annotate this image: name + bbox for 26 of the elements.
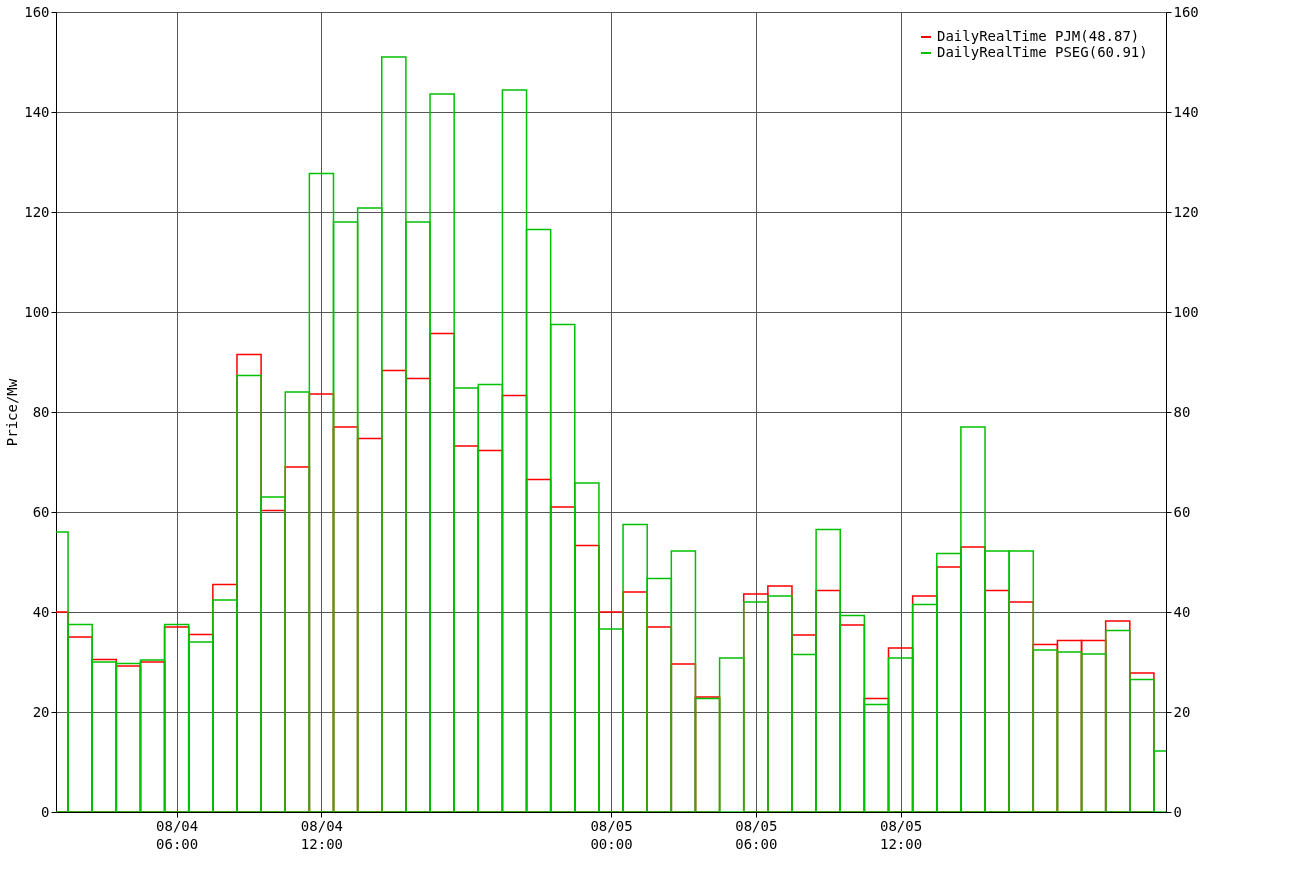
y-tick-label: 20: [32, 703, 50, 720]
y2-tick-label: 60: [1173, 503, 1191, 520]
y2-tick-label: 120: [1173, 203, 1199, 220]
x-tick-label: 08/05 00:00: [590, 817, 633, 852]
y2-tick-label: 0: [1173, 803, 1182, 820]
legend-label: DailyRealTime PSEG(60.91): [937, 44, 1148, 60]
y-tick-label: 160: [24, 3, 50, 20]
x-tick-label: 08/04 06:00: [156, 817, 199, 852]
y2-tick-label: 100: [1173, 303, 1199, 320]
y-tick-label: 40: [32, 603, 50, 620]
y-tick-label: 140: [24, 103, 50, 120]
y-tick-label: 60: [32, 503, 50, 520]
y-tick-label: 0: [41, 803, 50, 820]
y-axis-title: Price/Mw: [4, 378, 21, 447]
y-tick-label: 80: [32, 403, 50, 420]
y2-tick-label: 160: [1173, 3, 1199, 20]
x-tick-label: 08/05 12:00: [879, 817, 923, 852]
y2-tick-label: 20: [1173, 703, 1191, 720]
x-tick-label: 08/04 12:00: [300, 817, 344, 852]
legend-label: DailyRealTime PJM(48.87): [937, 28, 1140, 44]
y-tick-label: 100: [24, 303, 50, 320]
x-tick-label: 08/05 06:00: [735, 817, 778, 852]
y2-tick-label: 140: [1173, 103, 1199, 120]
y-tick-label: 120: [24, 203, 50, 220]
y2-tick-label: 40: [1173, 603, 1191, 620]
y2-tick-label: 80: [1173, 403, 1191, 420]
